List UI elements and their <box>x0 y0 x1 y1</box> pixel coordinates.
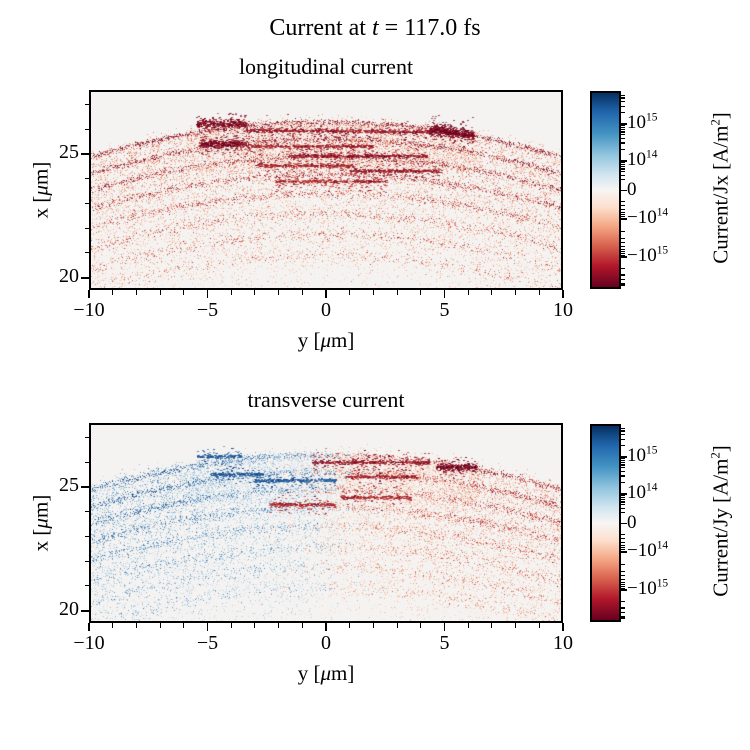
panel-jx-axes <box>89 90 563 290</box>
x-tick-label: 0 <box>321 299 331 321</box>
panel-jy-yaxis-label: x [μm] <box>28 494 53 552</box>
heatmap-jy-canvas <box>91 425 561 621</box>
y-tick-label: 20 <box>59 597 79 620</box>
colorbar-tick-label: −1014 <box>627 539 669 562</box>
colorbar-jx-label: Current/Jx [A/m2] <box>708 112 733 264</box>
x-tick-label: 0 <box>321 632 331 654</box>
x-tick-label: 5 <box>439 632 450 654</box>
panel-jy-xaxis-label: y [μm] <box>297 661 355 685</box>
colorbar-tick-label: −1015 <box>627 577 669 600</box>
x-tick-label: −10 <box>73 632 105 654</box>
mu-symbol: μ <box>320 328 331 352</box>
colorbar-tick-label: 0 <box>627 178 637 200</box>
y-tick-label: 25 <box>59 141 79 164</box>
x-tick-label: 10 <box>553 632 573 654</box>
suptitle-suffix: = 117.0 fs <box>378 15 481 41</box>
suptitle-variable: t <box>371 15 379 41</box>
colorbar-jy <box>590 424 621 622</box>
colorbar-jx <box>590 91 621 289</box>
x-tick-label: −5 <box>196 299 219 321</box>
y-tick-label: 25 <box>59 474 79 497</box>
x-tick-label: 5 <box>439 299 450 321</box>
y-tick-label: 20 <box>59 264 79 287</box>
colorbar-tick-label: −1014 <box>627 206 669 229</box>
colorbar-tick-label: 1015 <box>627 111 658 133</box>
mu-symbol: μ <box>320 661 331 685</box>
x-tick-label: 10 <box>553 299 573 321</box>
mu-symbol: μ <box>28 518 53 529</box>
colorbar-tick-label: 1014 <box>627 481 658 503</box>
mu-symbol: μ <box>28 185 53 196</box>
colorbar-tick-label: 1014 <box>627 148 658 170</box>
colorbar-tick-label: 0 <box>627 511 637 533</box>
panel-jx-xaxis-label: y [μm] <box>297 328 355 352</box>
colorbar-tick-label: 1015 <box>627 444 658 466</box>
panel-jx-yaxis-label: x [μm] <box>28 161 53 219</box>
figure-suptitle: Current at t = 117.0 fs <box>0 15 750 42</box>
colorbar-tick-label: −1015 <box>627 244 669 267</box>
panel-jy-title: transverse current <box>247 387 405 412</box>
heatmap-jx-canvas <box>91 92 561 288</box>
panel-jx-title: longitudinal current <box>238 54 414 79</box>
colorbar-jy-label: Current/Jy [A/m2] <box>708 445 733 597</box>
x-tick-label: −5 <box>196 632 219 654</box>
x-tick-label: −10 <box>73 299 105 321</box>
panel-jy-axes <box>89 423 563 623</box>
suptitle-prefix: Current at <box>269 15 372 41</box>
